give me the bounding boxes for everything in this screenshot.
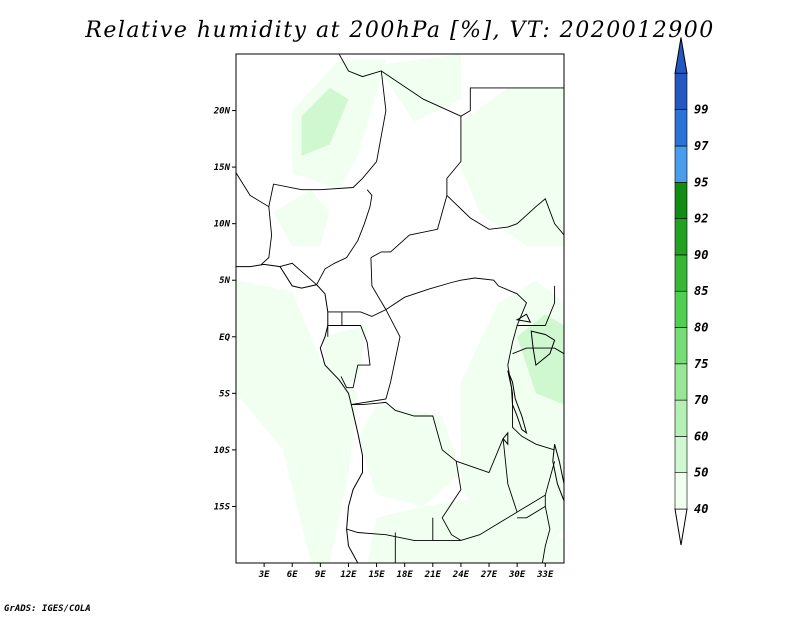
- colorbar-label: 80: [694, 321, 708, 335]
- colorbar-label: 99: [694, 103, 708, 117]
- colorbar: 40 50 60 70 75 80 85 90 92 95 97 99: [674, 37, 709, 546]
- colorbar-label: 40: [694, 502, 708, 516]
- country-border-12: [346, 517, 434, 541]
- colorbar-label: 75: [694, 357, 708, 371]
- humidity-fill-layer: [236, 54, 564, 563]
- colorbar-swatch: [674, 218, 688, 256]
- humidity-region-0: [292, 59, 386, 190]
- country-border-10: [351, 309, 401, 406]
- country-border-11: [351, 401, 462, 541]
- lon-tick-label: 6E: [287, 570, 298, 580]
- boundary-layer: [236, 54, 564, 563]
- humidity-region-12: [517, 314, 564, 405]
- humidity-region-7: [236, 393, 311, 563]
- country-border-0: [236, 54, 387, 208]
- lon-tick-label: 21E: [424, 570, 442, 580]
- coastline-0: [236, 263, 363, 563]
- colorbar-label: 70: [694, 393, 708, 407]
- map-frame: [235, 53, 565, 564]
- colorbar-bottom-arrow: [674, 508, 688, 546]
- country-border-15: [517, 285, 556, 326]
- lon-tick-label: 27E: [480, 570, 498, 580]
- country-border-17: [460, 511, 518, 541]
- country-border-7: [446, 195, 564, 236]
- lake-outline-0: [507, 370, 528, 435]
- humidity-region-6: [236, 280, 358, 563]
- colorbar-label: 95: [694, 175, 708, 189]
- colorbar-swatch: [674, 145, 688, 183]
- lat-tick-label: 5S: [219, 389, 230, 399]
- lon-tick-label: 9E: [315, 570, 326, 580]
- grads-credit: GrADS: IGES/COLA: [4, 604, 91, 614]
- lat-tick-label: 5N: [219, 276, 230, 286]
- humidity-region-8: [320, 325, 368, 382]
- colorbar-swatch: [674, 436, 688, 473]
- humidity-region-1: [301, 87, 349, 156]
- lon-tick-label: 30E: [508, 570, 526, 580]
- lon-tick-label: 3E: [258, 570, 270, 580]
- lat-tick-label: 10N: [214, 220, 231, 230]
- lat-tick-label: EQ: [219, 333, 230, 343]
- colorbar-label: 60: [694, 429, 708, 443]
- colorbar-swatch: [674, 327, 688, 365]
- colorbar-top-arrow: [674, 37, 688, 74]
- country-border-1: [260, 206, 273, 265]
- country-border-19: [517, 506, 546, 519]
- lake-outline-3: [502, 431, 509, 446]
- page-title: Relative humidity at 200hPa [%], VT: 202…: [85, 18, 715, 43]
- colorbar-swatch: [674, 109, 688, 147]
- lon-tick-label: 33E: [536, 570, 554, 580]
- country-border-6: [460, 87, 564, 117]
- colorbar-label: 97: [694, 139, 709, 153]
- country-border-2: [279, 189, 373, 286]
- country-border-16: [512, 347, 564, 355]
- colorbar-swatch: [674, 472, 688, 510]
- lake-outline-4: [515, 313, 532, 323]
- lat-tick-label: 20N: [213, 107, 231, 117]
- lake-outline-1: [530, 330, 556, 367]
- colorbar-label: 50: [694, 466, 708, 480]
- colorbar-swatch: [674, 399, 688, 437]
- colorbar-swatch: [674, 290, 688, 328]
- country-border-8: [327, 311, 343, 337]
- country-border-3: [370, 70, 462, 258]
- colorbar-label: 92: [694, 212, 708, 226]
- lon-tick-label: 24E: [452, 570, 470, 580]
- lat-tick-label: 10S: [214, 446, 231, 456]
- lon-tick-label: 15E: [368, 570, 385, 580]
- country-border-18: [541, 495, 551, 563]
- colorbar-swatch: [674, 363, 688, 401]
- lat-tick-label: 15N: [214, 163, 231, 173]
- country-border-9: [340, 325, 371, 389]
- humidity-region-9: [357, 404, 461, 507]
- humidity-region-2: [376, 54, 461, 122]
- colorbar-label: 85: [694, 284, 708, 298]
- colorbar-swatch: [674, 73, 688, 111]
- humidity-region-3: [460, 87, 564, 247]
- colorbar-swatch: [674, 182, 688, 219]
- colorbar-label: 90: [694, 248, 708, 262]
- humidity-region-11: [367, 495, 564, 563]
- colorbar-swatch: [674, 254, 688, 292]
- axis-layer: 3E 6E 9E 12E 15E 18E 21E 24E 27E 30E 33E 20N 15N 10N 5…: [213, 107, 554, 580]
- lat-tick-label: 15S: [214, 502, 231, 512]
- lake-outline-2: [552, 444, 564, 501]
- lon-tick-label: 12E: [340, 570, 357, 580]
- lon-tick-label: 18E: [397, 570, 414, 580]
- humidity-region-5: [273, 189, 330, 247]
